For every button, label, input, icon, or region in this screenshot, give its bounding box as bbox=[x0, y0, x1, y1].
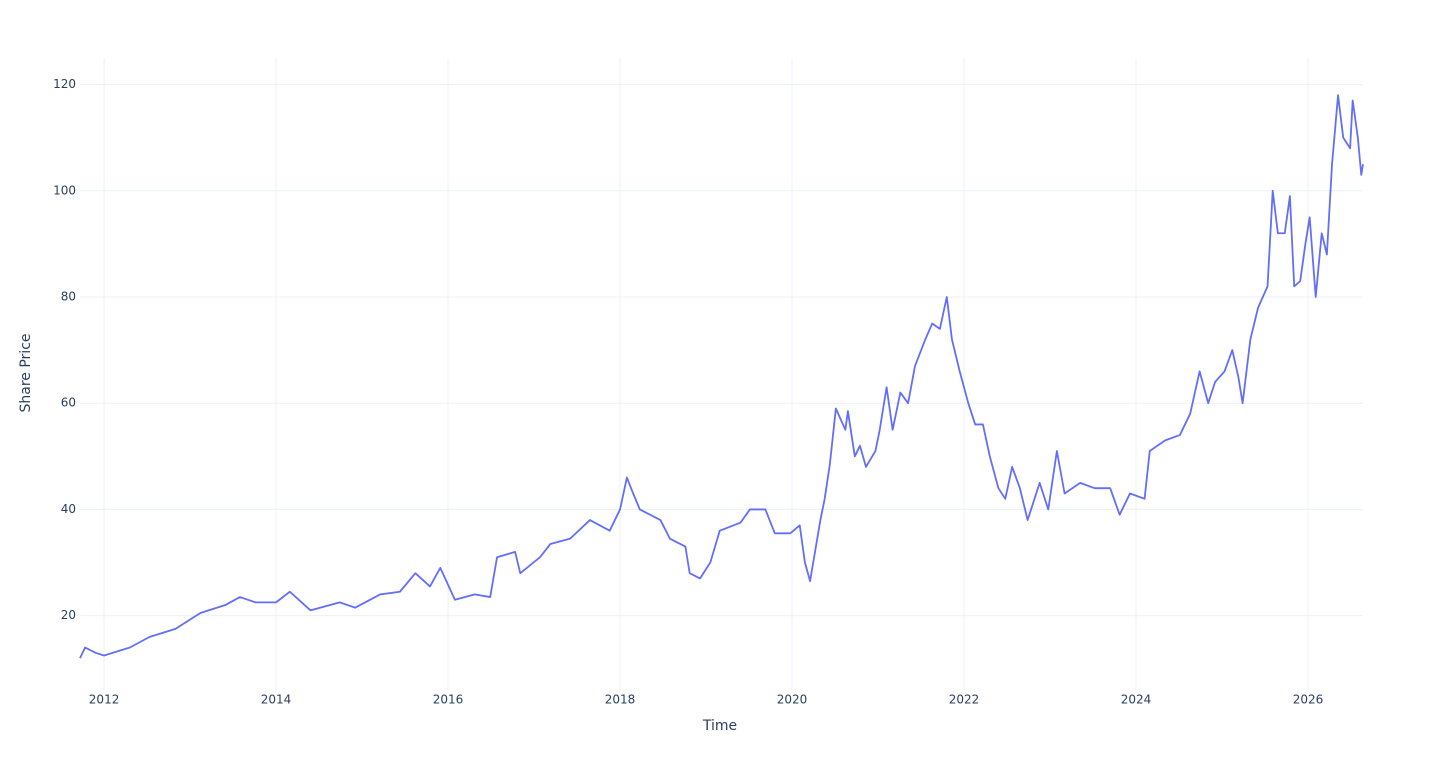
price-line bbox=[79, 94, 1364, 659]
y-axis-title: Share Price bbox=[18, 333, 34, 412]
x-tick-label: 2012 bbox=[89, 693, 120, 707]
y-tick-label: 20 bbox=[61, 608, 76, 622]
y-tick-label: 60 bbox=[61, 396, 76, 410]
x-tick-label: 2014 bbox=[261, 693, 292, 707]
x-tick-label: 2022 bbox=[949, 693, 980, 707]
x-tick-label: 2018 bbox=[605, 693, 636, 707]
x-tick-label: 2016 bbox=[433, 693, 464, 707]
x-tick-label: 2026 bbox=[1293, 693, 1324, 707]
x-axis-title: Time bbox=[702, 718, 737, 734]
y-tick-label: 100 bbox=[53, 183, 76, 197]
y-tick-label: 40 bbox=[61, 502, 76, 516]
x-tick-label: 2020 bbox=[777, 693, 808, 707]
x-tick-label: 2024 bbox=[1121, 693, 1152, 707]
y-tick-label: 80 bbox=[61, 289, 76, 303]
y-tick-label: 120 bbox=[53, 77, 76, 91]
